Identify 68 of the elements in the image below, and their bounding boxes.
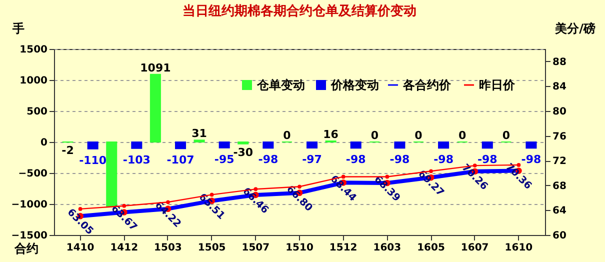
data-label: -110	[79, 154, 107, 167]
y-tick-label: −1500	[11, 230, 48, 242]
data-label: 31	[192, 127, 207, 140]
bar	[306, 142, 318, 149]
y-tick-label: 0	[40, 138, 48, 148]
chart-title: 当日纽约期棉各期合约仓单及结算价变动	[182, 3, 416, 19]
data-label: -97	[302, 153, 322, 166]
x-axis-title: 合约	[14, 242, 38, 256]
y2-axis-title: 美分/磅	[554, 22, 596, 36]
data-label: 0	[414, 129, 423, 142]
x-tick-label: 1512	[329, 242, 358, 254]
y-tick-label: 500	[26, 106, 48, 118]
bar	[394, 142, 406, 149]
data-label: 0	[502, 129, 510, 142]
data-label: -98	[521, 153, 542, 166]
data-label: -98	[346, 153, 366, 166]
x-tick-label: 1412	[110, 242, 138, 254]
data-label: -107	[166, 154, 194, 167]
data-label: -2	[62, 144, 74, 158]
x-tick-label: 1610	[504, 242, 533, 254]
bar	[526, 142, 537, 149]
bar	[482, 142, 493, 149]
data-label: -98	[434, 153, 454, 166]
y2-tick-label: 76	[552, 131, 566, 142]
data-label: -98	[477, 153, 498, 166]
x-tick-label: 1507	[242, 242, 270, 254]
y-axis-title: 手	[12, 22, 24, 36]
bar	[262, 142, 274, 149]
legend-label: 仓单变动	[256, 78, 305, 92]
x-tick-label: 1503	[154, 242, 182, 254]
y-tick-label: 1500	[20, 44, 48, 56]
data-label: 1091	[140, 61, 171, 74]
y2-tick-label: 72	[552, 156, 566, 168]
y2-tick-label: 88	[552, 56, 566, 68]
data-label: -30	[233, 146, 254, 159]
bar	[87, 142, 98, 150]
bar	[218, 142, 230, 148]
x-tick-label: 1607	[460, 242, 489, 254]
data-label: -98	[390, 153, 410, 166]
y-tick-label: 1000	[20, 76, 48, 86]
data-label: 0	[458, 129, 467, 142]
y-tick-label: −1000	[11, 200, 48, 210]
bar	[350, 142, 362, 149]
y2-tick-label: 80	[552, 106, 566, 118]
bar	[438, 142, 450, 149]
y2-tick-label: 60	[552, 230, 566, 242]
bar	[131, 142, 142, 149]
data-label: -95	[214, 152, 234, 166]
data-label: -103	[122, 153, 150, 166]
x-tick-label: 1505	[198, 242, 226, 254]
y2-tick-label: 68	[552, 180, 566, 192]
x-tick-label: 1410	[66, 242, 94, 254]
legend-label: 昨日价	[479, 78, 516, 92]
bar	[106, 142, 118, 207]
data-label: 0	[283, 129, 292, 142]
bar	[174, 142, 186, 150]
x-tick-label: 1510	[286, 242, 314, 254]
legend-label: 各合约价	[402, 78, 452, 92]
y2-tick-label: 84	[552, 82, 566, 93]
x-tick-label: 1603	[373, 242, 402, 254]
legend-label: 价格变动	[330, 78, 379, 92]
data-label: 16	[323, 128, 339, 142]
x-tick-label: 1605	[417, 242, 445, 254]
y2-tick-label: 64	[552, 206, 566, 217]
data-label: -98	[258, 153, 278, 166]
data-label: 0	[370, 129, 379, 142]
y-tick-label: −500	[18, 168, 48, 180]
bar	[150, 74, 161, 142]
